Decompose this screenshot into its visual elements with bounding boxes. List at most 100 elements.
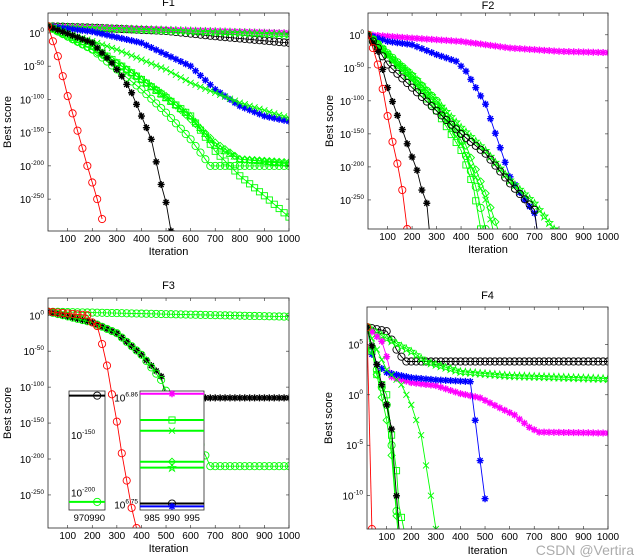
x-tick-label: 500: [477, 532, 494, 543]
data-marker: [171, 310, 180, 319]
data-marker: [520, 195, 529, 204]
data-marker: [515, 415, 523, 423]
data-marker: [442, 36, 450, 44]
data-marker: [574, 357, 583, 366]
data-marker: [265, 312, 274, 321]
data-marker: [437, 52, 445, 60]
data-marker: [437, 376, 445, 384]
series-line: [367, 323, 376, 529]
data-marker: [270, 29, 278, 37]
data-marker: [555, 428, 563, 436]
x-tick-label: 300: [109, 531, 126, 542]
data-marker: [112, 309, 121, 318]
x-tick-label: 1000: [278, 531, 301, 542]
data-marker: [377, 326, 386, 335]
data-marker: [457, 37, 465, 45]
data-marker: [225, 462, 235, 471]
data-marker: [256, 105, 263, 113]
y-tick-label: 10-150: [340, 128, 365, 141]
y-tick-label: 10-150: [20, 127, 45, 140]
data-marker: [246, 106, 254, 114]
data-marker: [123, 36, 131, 44]
data-marker: [534, 204, 545, 215]
data-marker: [530, 426, 538, 434]
data-marker: [260, 28, 268, 36]
data-marker: [471, 182, 480, 191]
series-group: [48, 21, 289, 231]
data-marker: [112, 329, 121, 338]
data-marker: [461, 133, 471, 142]
data-marker: [447, 56, 455, 64]
data-marker: [176, 124, 185, 133]
data-marker: [152, 158, 160, 166]
data-marker: [59, 24, 67, 32]
data-marker: [393, 69, 402, 78]
data-marker: [471, 393, 479, 401]
data-marker: [411, 349, 421, 360]
data-marker: [403, 67, 412, 76]
data-marker: [240, 161, 249, 170]
data-marker: [280, 29, 288, 37]
data-marker: [413, 43, 421, 51]
data-marker: [221, 27, 229, 35]
data-marker: [97, 50, 107, 60]
data-marker: [412, 379, 420, 387]
data-marker: [549, 224, 559, 229]
data-marker: [182, 26, 190, 34]
data-marker: [260, 112, 268, 120]
series-path: [367, 326, 608, 380]
subplot-f1: 100 200 300 400 500 600 700 800 900 1000 100 10-50 1…: [2, 0, 301, 258]
data-marker: [491, 129, 499, 137]
data-marker: [393, 159, 402, 168]
data-marker: [221, 92, 229, 100]
data-marker: [280, 312, 289, 321]
data-marker: [157, 48, 165, 56]
data-marker: [461, 377, 469, 385]
data-marker: [216, 161, 225, 170]
data-marker: [393, 374, 401, 382]
data-marker: [221, 157, 229, 165]
data-marker: [393, 371, 401, 379]
data-marker: [402, 373, 410, 381]
data-marker: [122, 309, 131, 318]
data-marker: [564, 357, 573, 366]
data-marker: [162, 94, 170, 102]
x-tick-label: 900: [575, 532, 592, 543]
data-marker: [603, 357, 608, 366]
series-line: [48, 22, 289, 125]
data-marker: [128, 25, 136, 33]
data-marker: [147, 135, 155, 143]
data-marker: [368, 30, 373, 39]
data-marker: [398, 381, 405, 389]
data-marker: [211, 311, 220, 320]
data-marker: [107, 390, 116, 399]
data-marker: [575, 48, 583, 56]
data-marker: [187, 79, 194, 87]
x-tick-label: 200: [404, 232, 421, 243]
data-marker: [152, 62, 160, 69]
data-marker: [250, 161, 259, 170]
data-marker: [525, 200, 534, 209]
data-marker: [78, 26, 86, 34]
data-marker: [147, 362, 155, 370]
x-tick-label: 400: [453, 232, 470, 243]
data-marker: [531, 46, 539, 54]
y-tick-label: 10-100: [20, 381, 45, 394]
data-marker: [485, 357, 495, 366]
data-marker: [245, 161, 254, 170]
data-marker: [117, 449, 126, 458]
data-marker: [142, 356, 150, 364]
data-marker: [432, 376, 440, 384]
data-marker: [374, 47, 382, 55]
data-marker: [486, 155, 495, 164]
data-marker: [246, 102, 253, 110]
data-marker: [117, 309, 126, 318]
series-line: [367, 322, 608, 384]
data-marker: [467, 39, 475, 47]
data-marker: [496, 167, 505, 176]
data-marker: [486, 203, 495, 212]
data-marker: [432, 106, 441, 115]
data-marker: [250, 311, 259, 321]
inset-line: [140, 416, 204, 424]
